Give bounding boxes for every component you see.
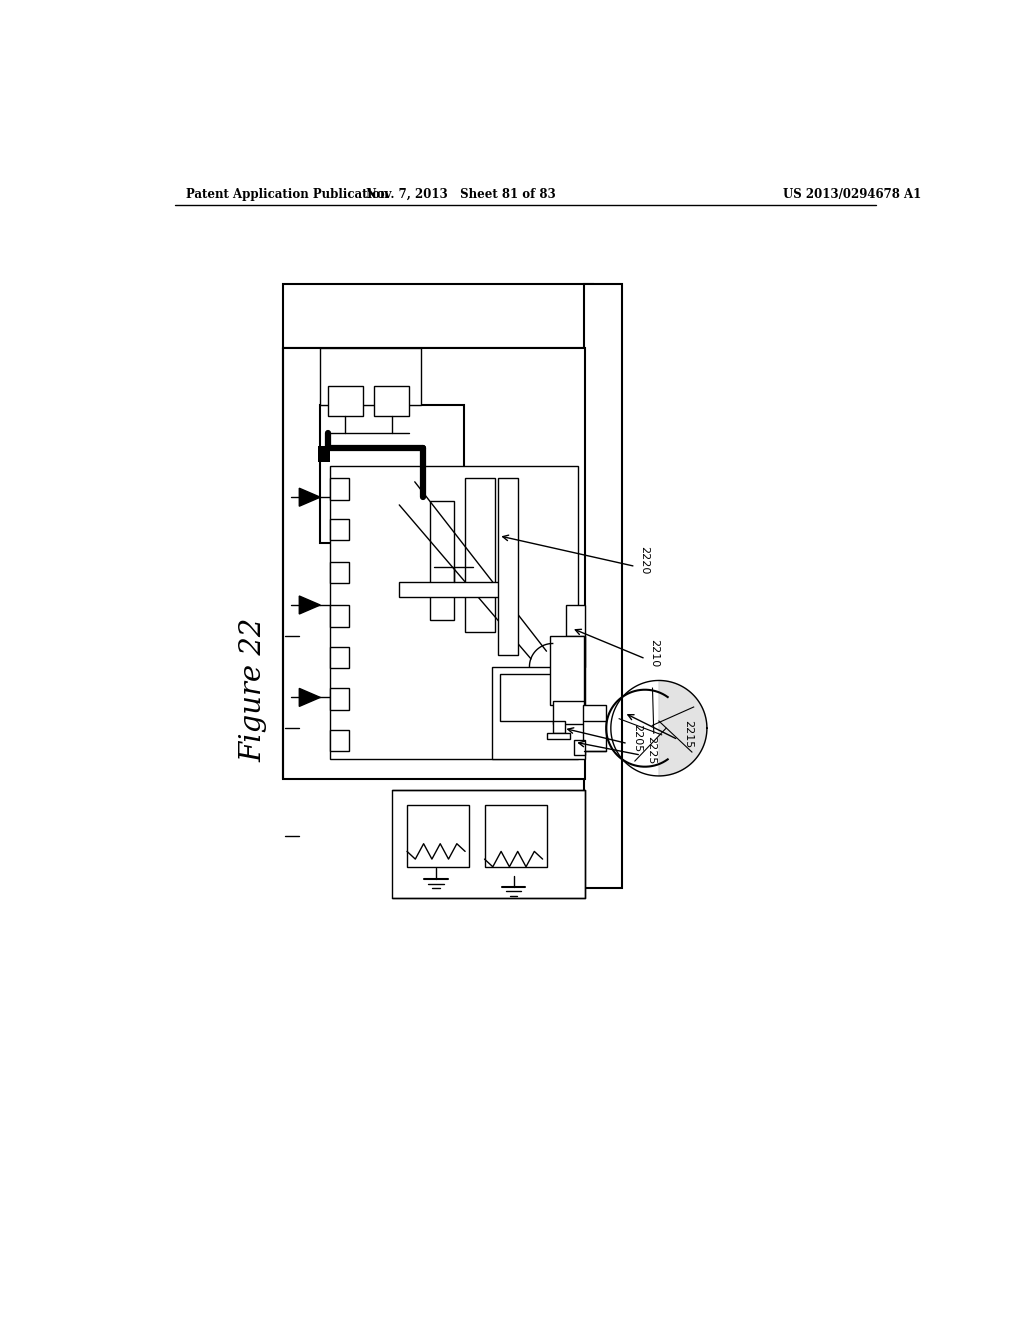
Bar xyxy=(584,284,623,888)
Bar xyxy=(330,519,349,540)
Polygon shape xyxy=(299,488,321,506)
Bar xyxy=(283,284,593,348)
Bar xyxy=(391,789,586,898)
Bar xyxy=(330,647,349,668)
Bar xyxy=(583,705,606,751)
Bar xyxy=(321,405,464,544)
Bar xyxy=(399,582,508,598)
Bar xyxy=(566,636,586,667)
Bar xyxy=(566,605,586,667)
Bar xyxy=(484,805,547,867)
Bar xyxy=(330,688,349,710)
Polygon shape xyxy=(299,597,321,614)
Text: Patent Application Publication: Patent Application Publication xyxy=(186,187,389,201)
Text: 2225: 2225 xyxy=(646,735,655,764)
Bar xyxy=(499,478,518,655)
Bar xyxy=(465,478,495,632)
Bar xyxy=(375,387,410,416)
Bar xyxy=(430,502,454,620)
Bar xyxy=(573,739,586,755)
Bar xyxy=(553,721,565,733)
Bar xyxy=(493,667,586,759)
Bar xyxy=(321,348,421,405)
Text: Nov. 7, 2013   Sheet 81 of 83: Nov. 7, 2013 Sheet 81 of 83 xyxy=(367,187,556,201)
Bar xyxy=(330,730,349,751)
Bar xyxy=(330,478,349,499)
Bar xyxy=(500,675,578,721)
Bar xyxy=(330,605,349,627)
Polygon shape xyxy=(299,689,321,706)
Bar xyxy=(328,387,362,416)
Bar xyxy=(330,466,578,759)
Polygon shape xyxy=(658,681,707,776)
Text: US 2013/0294678 A1: US 2013/0294678 A1 xyxy=(783,187,922,201)
Bar xyxy=(317,446,330,462)
Bar xyxy=(547,733,569,739)
Bar xyxy=(553,701,584,725)
Bar xyxy=(550,636,584,705)
Text: 2215: 2215 xyxy=(683,721,693,748)
Bar xyxy=(330,562,349,583)
Text: 2205: 2205 xyxy=(632,725,642,752)
Text: Figure 22: Figure 22 xyxy=(240,618,267,762)
Bar xyxy=(283,348,586,779)
Text: 2210: 2210 xyxy=(649,639,659,667)
Bar xyxy=(407,805,469,867)
Text: 2220: 2220 xyxy=(640,546,649,574)
